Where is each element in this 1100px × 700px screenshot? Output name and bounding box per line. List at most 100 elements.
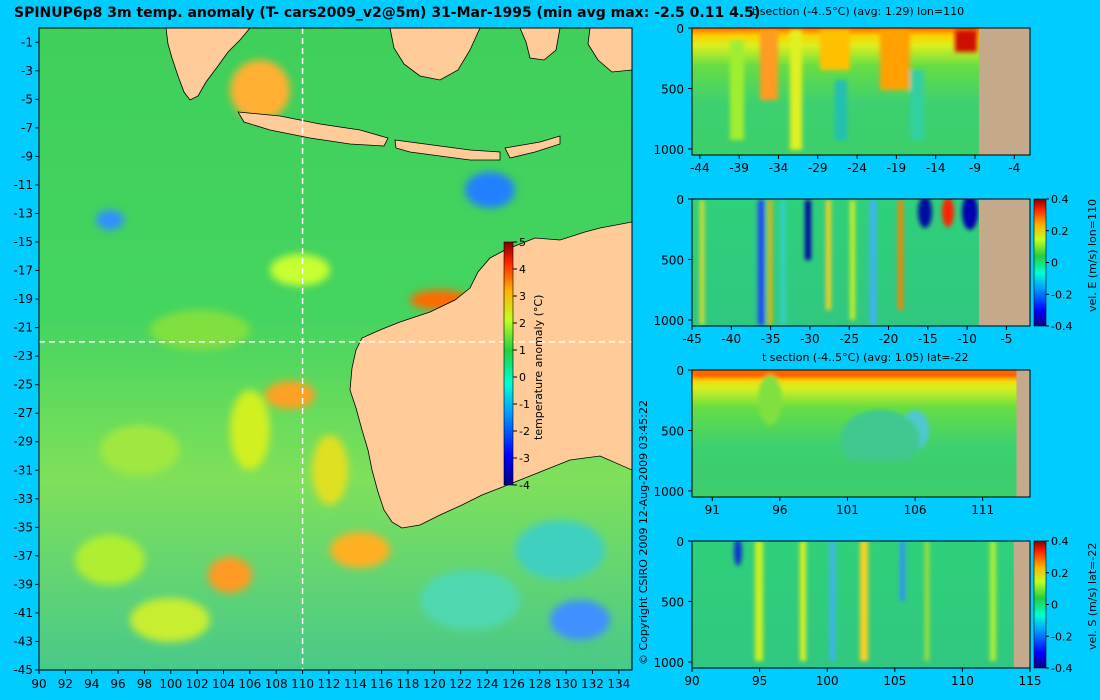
map-y-tick-label: -29 — [13, 435, 33, 449]
map-y-axis: -1 -3 -5 -7 -9 -11 -13 -15 -17 -19 -21 -23 -25 -27 -29… — [13, 35, 39, 677]
map-x-tick-label: 114 — [344, 677, 367, 691]
section-y-tick-label: 500 — [661, 424, 684, 438]
section-colorbar-tick-label: -0.4 — [1051, 662, 1072, 675]
section-colorbar-tick-label: -0.4 — [1051, 320, 1072, 333]
section-4-land — [1013, 541, 1030, 668]
map-y-tick-label: -23 — [13, 349, 33, 363]
section-2-colorbar-ticks: 0.4 0.2 0 -0.2 -0.4 — [1046, 193, 1072, 333]
section-2-plot — [692, 199, 1030, 326]
map-x-tick-label: 112 — [317, 677, 340, 691]
map-y-tick-label: -45 — [13, 663, 33, 677]
section-colorbar-tick-label: -0.2 — [1051, 288, 1072, 301]
map-x-tick-label: 98 — [137, 677, 152, 691]
map-x-tick-label: 102 — [186, 677, 209, 691]
section-colorbar-tick-label: 0 — [1051, 257, 1058, 270]
section-2-axes: -45 -40 -35 -30 -25 -20 -15 -10 -5 0 500 1000 — [653, 193, 1012, 346]
section-4-frame — [691, 540, 1031, 669]
map-x-tick-label: 92 — [58, 677, 73, 691]
section-1-frame — [691, 27, 1031, 156]
section-y-tick-label: 500 — [661, 82, 684, 96]
map-colorbar-tick-label: 3 — [519, 290, 526, 303]
map-colorbar-tick-label: 5 — [519, 236, 526, 249]
section-x-tick-label: -9 — [969, 161, 981, 175]
section-x-tick-label: 110 — [951, 674, 974, 688]
map-y-tick-label: -13 — [13, 206, 33, 220]
map-y-tick-label: -21 — [13, 321, 33, 335]
section-colorbar-tick-label: 0.2 — [1051, 567, 1069, 580]
map-x-tick-label: 116 — [370, 677, 393, 691]
map-y-tick-label: -15 — [13, 235, 33, 249]
section-x-tick-label: -45 — [682, 332, 702, 346]
sulawesi — [519, 28, 561, 61]
section-x-tick-label: -19 — [887, 161, 907, 175]
map-y-tick-label: -17 — [13, 264, 33, 278]
map-y-tick-label: -11 — [13, 178, 33, 192]
section-x-tick-label: -40 — [721, 332, 741, 346]
section-x-tick-label: -24 — [847, 161, 867, 175]
section-4-colorbar: 0.4 0.2 0 -0.2 -0.4 — [1033, 535, 1072, 675]
map-x-tick-label: 118 — [397, 677, 420, 691]
section-2-texture — [700, 199, 978, 325]
map-x-tick-label: 132 — [581, 677, 604, 691]
section-x-tick-label: -10 — [957, 332, 977, 346]
section-x-tick-label: 105 — [883, 674, 906, 688]
section-1-land — [978, 28, 1030, 155]
map-colorbar-label: temperature anomaly (°C) — [532, 295, 545, 440]
map-x-tick-label: 124 — [476, 677, 499, 691]
map-y-tick-label: -19 — [13, 292, 33, 306]
sumatra — [165, 28, 251, 101]
map-x-tick-label: 128 — [528, 677, 551, 691]
map-y-tick-label: -25 — [13, 378, 33, 392]
map-x-tick-label: 108 — [265, 677, 288, 691]
section-3-title: t section (-4..5°C) (avg: 1.05) lat=-22 — [762, 351, 969, 364]
map-y-tick-label: -35 — [13, 520, 33, 534]
section-x-tick-label: -30 — [800, 332, 820, 346]
map-x-tick-label: 104 — [212, 677, 235, 691]
section-4-axes: 90 95 100 105 110 115 0 500 1000 — [653, 535, 1041, 688]
section-2-colorbar-ramp — [1033, 198, 1047, 327]
main-title: SPINUP6p8 3m temp. anomaly (T- cars2009_… — [14, 5, 761, 21]
section-y-tick-label: 1000 — [653, 143, 684, 157]
section-x-tick-label: 106 — [904, 503, 927, 517]
map-x-tick-label: 96 — [110, 677, 125, 691]
map-colorbar-tick-label: 4 — [519, 263, 526, 276]
map-x-tick-label: 106 — [238, 677, 261, 691]
section-y-tick-label: 1000 — [653, 485, 684, 499]
map-colorbar-tick-label: -3 — [519, 452, 530, 465]
lesser-sunda — [394, 139, 501, 161]
map-colorbar-tick-label: -2 — [519, 425, 530, 438]
section-x-tick-label: -39 — [729, 161, 749, 175]
section-x-tick-label: -5 — [1000, 332, 1012, 346]
section-x-tick-label: -44 — [690, 161, 710, 175]
map-x-tick-label: 100 — [159, 677, 182, 691]
map-y-tick-label: -39 — [13, 577, 33, 591]
section-x-tick-label: -15 — [918, 332, 938, 346]
section-1-axes: -44 -39 -34 -29 -24 -19 -14 -9 -4 0 500 1000 — [653, 22, 1020, 175]
section-y-tick-label: 500 — [661, 253, 684, 267]
section-colorbar-tick-label: 0.2 — [1051, 225, 1069, 238]
map-x-tick-label: 122 — [449, 677, 472, 691]
map-x-tick-label: 110 — [291, 677, 314, 691]
map-x-tick-label: 90 — [31, 677, 46, 691]
map-y-tick-label: -41 — [13, 606, 33, 620]
map-x-tick-label: 134 — [607, 677, 630, 691]
section-4-colorbar-ticks: 0.4 0.2 0 -0.2 -0.4 — [1046, 535, 1072, 675]
borneo — [389, 28, 481, 81]
section-colorbar-tick-label: 0.4 — [1051, 193, 1069, 206]
section-colorbar-tick-label: -0.2 — [1051, 630, 1072, 643]
map-y-tick-label: -7 — [21, 121, 33, 135]
section-4-colorbar-ramp — [1033, 540, 1047, 669]
map-x-tick-label: 94 — [84, 677, 99, 691]
section-3-frame — [691, 369, 1031, 498]
map-y-tick-label: -33 — [13, 492, 33, 506]
section-x-tick-label: 101 — [836, 503, 859, 517]
map-y-tick-label: -9 — [21, 149, 33, 163]
map-y-tick-label: -27 — [13, 406, 33, 420]
map-colorbar-tick-label: -1 — [519, 398, 530, 411]
map-colorbar-tick-label: 0 — [519, 371, 526, 384]
map-x-tick-label: 130 — [555, 677, 578, 691]
section-x-tick-label: 115 — [1019, 674, 1042, 688]
section-x-tick-label: 90 — [684, 674, 699, 688]
